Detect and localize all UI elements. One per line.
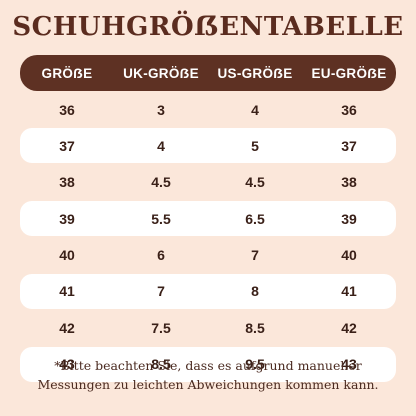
uk-size-cell: 8.5 <box>151 356 171 373</box>
table-row: 38 4.5 4.5 38 <box>20 165 396 200</box>
eu-size-cell: 37 <box>341 137 357 154</box>
table-header: GRÖẞE UK-GRÖẞE US-GRÖẞE EU-GRÖẞE <box>20 55 396 91</box>
us-size-cell: 7 <box>251 247 259 264</box>
us-size-cell: 4.5 <box>245 174 265 191</box>
table-row: 43 8.5 9.5 43 <box>20 346 396 382</box>
eu-size-cell: 43 <box>341 356 357 373</box>
us-size-cell: 8 <box>251 283 259 300</box>
disclaimer-note: *Bitte beachten Sie, dass es aufgrund ma… <box>0 356 416 394</box>
us-size-cell: 8.5 <box>245 319 265 336</box>
eu-size-cell: 36 <box>341 101 357 118</box>
us-size-cell: 9.5 <box>245 356 265 373</box>
note-line-1: *Bitte beachten Sie, dass es aufgrund ma… <box>54 358 362 373</box>
size-cell: 43 <box>59 356 75 373</box>
table-row: 36 3 4 36 <box>20 92 396 127</box>
eu-size-cell: 40 <box>341 247 357 264</box>
eu-size-cell: 41 <box>341 283 357 300</box>
us-size-cell: 5 <box>251 137 259 154</box>
table-row: 42 7.5 8.5 42 <box>20 310 396 345</box>
eu-size-cell: 42 <box>341 319 357 336</box>
size-cell: 38 <box>59 174 75 191</box>
header-size: GRÖẞE <box>41 65 93 81</box>
uk-size-cell: 4.5 <box>151 174 171 191</box>
eu-size-cell: 38 <box>341 174 357 191</box>
uk-size-cell: 7.5 <box>151 319 171 336</box>
size-cell: 40 <box>59 247 75 264</box>
size-cell: 36 <box>59 101 75 118</box>
uk-size-cell: 5.5 <box>151 210 171 227</box>
table-row: 39 5.5 6.5 39 <box>20 201 396 237</box>
uk-size-cell: 4 <box>157 137 165 154</box>
header-us-size: US-GRÖẞE <box>217 65 293 81</box>
header-eu-size: EU-GRÖẞE <box>311 65 387 81</box>
eu-size-cell: 39 <box>341 210 357 227</box>
size-cell: 41 <box>59 283 75 300</box>
table-row: 37 4 5 37 <box>20 128 396 164</box>
uk-size-cell: 7 <box>157 283 165 300</box>
note-line-2: Messungen zu leichten Abweichungen komme… <box>37 377 379 392</box>
size-cell: 42 <box>59 319 75 336</box>
size-table: GRÖẞE UK-GRÖẞE US-GRÖẞE EU-GRÖẞE 36 3 4 … <box>20 55 396 383</box>
table-row: 40 6 7 40 <box>20 238 396 273</box>
uk-size-cell: 6 <box>157 247 165 264</box>
size-cell: 37 <box>59 137 75 154</box>
us-size-cell: 6.5 <box>245 210 265 227</box>
us-size-cell: 4 <box>251 101 259 118</box>
uk-size-cell: 3 <box>157 101 165 118</box>
page-title: SCHUHGRÖẞENTABELLE <box>12 12 404 42</box>
size-cell: 39 <box>59 210 75 227</box>
table-row: 41 7 8 41 <box>20 273 396 309</box>
header-uk-size: UK-GRÖẞE <box>123 65 199 81</box>
